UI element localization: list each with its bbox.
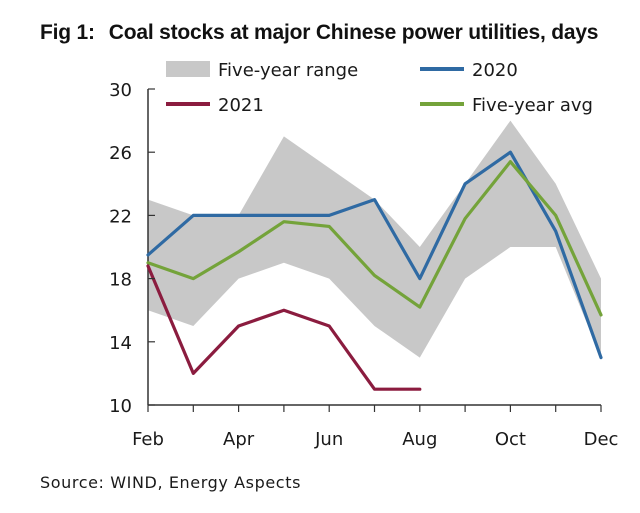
series-line-2021 [146,264,422,391]
y-tick-label: 26 [109,143,132,164]
y-tick-label: 30 [109,80,132,101]
figure-number: Fig 1: [40,21,95,44]
source-note: Source: WIND, Energy Aspects [40,473,302,492]
chart-title-text: Coal stocks at major Chinese power utili… [108,21,599,44]
x-tick-label: Feb [132,429,164,450]
legend-label-five-year-avg: Five-year avg [472,95,593,116]
legend-range-swatch [166,61,210,77]
legend-label-2020: 2020 [472,60,518,81]
y-tick-label: 22 [109,206,132,227]
y-tick-labels: 10 14 18 22 26 30 [109,80,155,417]
x-tick-labels: Feb Apr Jun Aug Oct Dec [132,405,618,450]
legend-label-2021: 2021 [218,95,264,116]
x-tick-label: Oct [495,429,526,450]
chart-title: Fig 1: Coal stocks at major Chinese power… [40,21,598,45]
five-year-range-band [148,120,601,358]
x-tick-label: Dec [584,429,619,450]
legend-label-range: Five-year range [218,60,358,81]
x-tick-label: Aug [402,429,437,450]
series-lines [146,150,603,391]
y-tick-label: 18 [109,270,132,291]
y-tick-label: 14 [109,333,132,354]
x-tick-label: Apr [223,429,255,450]
five-year-range-band-layer [148,120,601,358]
y-tick-label: 10 [109,396,132,417]
legend: Five-year range 2020 2021 Five-year avg [166,60,593,116]
x-tick-label: Jun [314,429,343,450]
series-line-five-year-avg [146,160,603,317]
